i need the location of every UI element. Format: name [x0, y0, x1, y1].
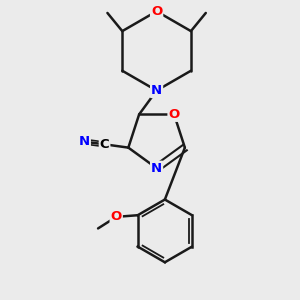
Text: N: N — [151, 84, 162, 97]
Text: N: N — [151, 162, 162, 175]
Text: O: O — [151, 5, 162, 18]
Text: N: N — [79, 135, 90, 148]
Text: O: O — [169, 108, 180, 121]
Text: C: C — [100, 138, 110, 151]
Text: O: O — [111, 210, 122, 224]
